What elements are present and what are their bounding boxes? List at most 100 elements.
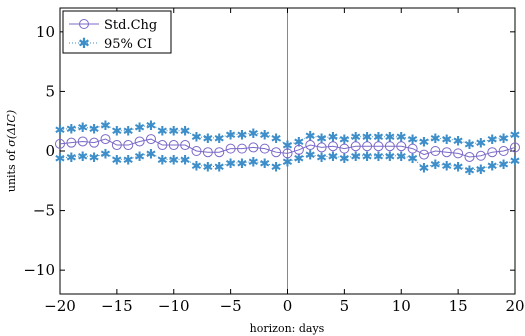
ci-upper-point: ✱ [225,128,236,143]
ci-upper-point: ✱ [430,132,441,147]
ci-upper-point: ✱ [180,125,191,140]
ci-upper-point: ✱ [339,133,350,148]
ci-lower-point: ✱ [407,152,418,167]
x-tick-label: −5 [220,297,242,315]
ci-lower-point: ✱ [168,153,179,168]
ci-lower-point: ✱ [475,163,486,178]
ci-lower-point: ✱ [89,151,100,166]
ci-lower-series: ✱ ✱ ✱ ✱ ✱ ✱ ✱ ✱ ✱ ✱ ✱ ✱ ✱ ✱ ✱ ✱ ✱ ✱ ✱ ✱ ✱ ✱ ✱ ✱ ✱ ✱ ✱ ✱ ✱ ✱ ✱ ✱✱ ✱ ✱ ✱ ✱ ✱ ✱ ✱… [55,147,521,179]
ci-upper-point: ✱ [419,135,430,150]
std-chg-point [180,140,191,151]
ci-upper-point: ✱ [407,133,418,148]
ci-lower-point: ✱ [77,150,88,165]
ci-lower-point: ✱ [350,150,361,165]
ci-lower-point: ✱ [328,150,339,165]
ci-upper-point: ✱ [146,119,157,134]
std-chg-point [168,140,179,151]
std-chg-point [259,143,270,154]
ci-upper-point: ✱ [237,128,248,143]
ci-lower-point: ✱ [373,150,384,165]
ci-lower-point: ✱ [157,153,168,168]
std-chg-point [111,140,122,151]
ci-upper-point: ✱ [293,135,304,150]
ci-upper-point: ✱ [487,133,498,148]
ci-upper-point: ✱ [248,127,259,142]
std-chg-point [282,148,293,159]
std-chg-point [396,141,407,152]
y-tick-label: 10 [36,23,55,41]
ci-upper-point: ✱ [396,131,407,146]
std-chg-point [202,147,213,158]
ci-lower-point: ✱ [237,157,248,172]
std-chg-point [248,142,259,153]
std-chg-point [271,147,282,158]
ci-lower-point: ✱ [202,160,213,175]
ci-upper-point: ✱ [373,131,384,146]
std-chg-point [498,146,509,156]
ci-lower-point: ✱ [180,153,191,168]
std-chg-point [305,140,316,151]
y-tick-label: 0 [45,142,55,160]
ci-lower-point: ✱ [66,151,77,166]
ci-lower-point: ✱ [362,150,373,165]
ci-upper-point: ✱ [77,121,88,136]
y-axis-label-math: σ(ΔIC) [5,110,18,147]
ci-lower-point: ✱ [498,158,509,173]
std-chg-point [510,142,520,153]
legend-label-ci: 95% CI [104,37,152,52]
ci-lower-point: ✱ [191,159,202,174]
ci-lower-point: ✱ [214,160,225,175]
std-chg-point [362,141,373,152]
y-axis: −10 −5 0 5 10 [23,23,515,279]
ci-upper-point: ✱ [157,125,168,140]
std-chg-point [237,143,247,154]
ci-lower-point: ✱ [510,155,521,170]
std-chg-point [339,143,350,154]
ci-upper-point: ✱ [510,128,521,143]
x-axis: −20 −15 −10 −5 0 5 10 15 20 [44,8,525,315]
std-chg-point [293,144,304,155]
std-chg-point [350,141,361,152]
ci-lower-point: ✱ [396,150,407,165]
legend-marker-std-chg [79,19,89,29]
ci-upper-point: ✱ [111,125,122,140]
std-chg-point [373,141,384,152]
std-chg-point [430,146,441,156]
ci-upper-line [59,124,516,146]
ci-lower-point: ✱ [305,149,316,164]
ci-lower-point: ✱ [100,147,111,162]
x-axis-label: horizon: days [250,322,325,335]
ci-upper-series: ✱ ✱ ✱ ✱ ✱ ✱ ✱ ✱ ✱ ✱ ✱ ✱ ✱ ✱ ✱ ✱ ✱ ✱ ✱ ✱ ✱ ✱ ✱ ✱ ✱ ✱ ✱ ✱ ✱ ✱ ✱ ✱ ✱ ✱ ✱ ✱ ✱ ✱ ✱ ✱… [55,119,521,154]
std-chg-line [59,138,516,158]
std-chg-point [407,143,418,154]
x-tick-label: 10 [392,297,411,315]
std-chg-series [55,134,520,162]
std-chg-point [55,138,65,149]
ci-upper-point: ✱ [89,122,100,137]
ci-lower-point: ✱ [248,156,259,171]
std-chg-point [191,146,202,156]
ci-lower-point: ✱ [487,159,498,174]
ci-lower-point: ✱ [271,160,282,175]
ci-upper-point: ✱ [202,132,213,147]
std-chg-point [441,147,452,158]
ci-lower-point: ✱ [123,153,134,168]
std-chg-point [328,141,338,152]
ci-upper-point: ✱ [282,139,293,154]
ci-upper-point: ✱ [259,128,270,143]
ci-upper-point: ✱ [191,131,202,146]
ci-lower-point: ✱ [259,157,270,172]
x-tick-label: 15 [449,297,468,315]
std-chg-point [66,137,77,148]
y-tick-label: 5 [45,82,55,100]
x-tick-label: −10 [158,297,190,315]
ci-lower-point: ✱ [316,151,327,166]
std-chg-point [316,142,327,153]
ci-upper-point: ✱ [498,132,509,147]
std-chg-point [419,149,429,160]
ci-upper-point: ✱ [168,125,179,140]
ci-lower-point: ✱ [55,152,66,167]
ci-upper-point: ✱ [453,134,464,149]
legend-box [62,10,172,54]
